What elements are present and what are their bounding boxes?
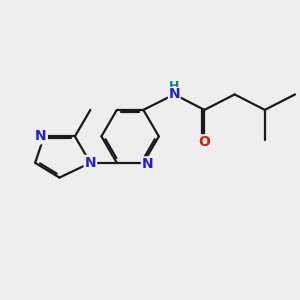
Text: N: N — [142, 158, 154, 171]
Text: H: H — [169, 80, 179, 93]
Text: N: N — [169, 87, 180, 101]
Text: N: N — [35, 129, 47, 143]
Text: O: O — [199, 135, 210, 149]
Text: N: N — [85, 156, 96, 170]
